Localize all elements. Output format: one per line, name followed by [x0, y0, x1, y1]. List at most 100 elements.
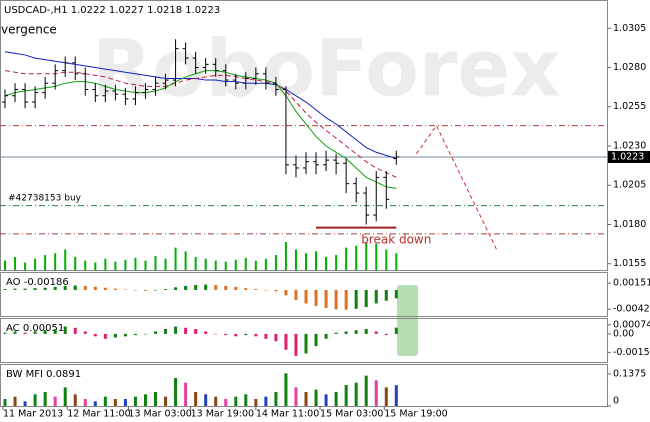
histogram-bar	[3, 332, 7, 334]
histogram-bar	[284, 373, 288, 406]
x-tick-label: 13 Mar 19:00	[191, 409, 254, 420]
histogram-bar	[154, 289, 158, 291]
histogram-bar	[63, 326, 67, 334]
histogram-bar	[294, 387, 298, 406]
histogram-bar	[204, 394, 208, 406]
histogram-bar	[13, 396, 17, 406]
histogram-bar	[33, 331, 37, 334]
histogram-bar	[324, 333, 328, 339]
histogram-bar	[274, 333, 278, 342]
histogram-bar	[374, 289, 378, 304]
histogram-bar	[314, 289, 318, 307]
histogram-bar	[174, 326, 178, 334]
histogram-bar	[304, 392, 308, 406]
y-tick-label: 1.0205	[613, 180, 646, 191]
histogram-bar	[23, 401, 27, 406]
histogram-bar	[274, 392, 278, 406]
histogram-bar	[103, 287, 107, 290]
histogram-bar	[63, 285, 67, 290]
histogram-bar	[194, 285, 198, 290]
y-tick-label: 0.1375	[613, 368, 646, 379]
histogram-bar	[394, 289, 398, 299]
panel-title: AO -0.00186	[6, 277, 69, 288]
histogram-bar	[93, 286, 97, 290]
histogram-bar	[394, 385, 398, 406]
histogram-bar	[234, 396, 238, 406]
x-tick-label: 15 Mar 19:00	[384, 409, 447, 420]
forecast-line	[415, 124, 498, 250]
y-tick-label: 1.0280	[613, 62, 646, 73]
indicator-line	[4, 70, 397, 189]
histogram-bar	[83, 331, 87, 334]
histogram-bar	[214, 285, 218, 290]
histogram-bar	[113, 288, 117, 290]
histogram-bar	[384, 333, 388, 336]
histogram-bar	[214, 396, 218, 406]
histogram-bar	[284, 289, 288, 296]
histogram-bar	[184, 285, 188, 290]
histogram-bar	[133, 333, 137, 336]
panel-title: USDCAD-,H1 1.0222 1.0227 1.0218 1.0223	[4, 5, 220, 16]
histogram-bar	[13, 331, 17, 334]
histogram-bar	[164, 289, 168, 290]
histogram-bar	[294, 289, 298, 300]
histogram-bar	[354, 289, 358, 309]
annotation: #42738153 buy	[8, 193, 82, 203]
histogram-bar	[184, 382, 188, 406]
y-tick-label: 0.00151	[613, 278, 650, 289]
histogram-bar	[113, 399, 117, 406]
histogram-bar	[164, 329, 168, 334]
histogram-bar	[334, 289, 338, 310]
histogram-bar	[314, 389, 318, 406]
histogram-bar	[304, 289, 308, 304]
x-tick-label: 14 Mar 11:00	[256, 409, 319, 420]
y-tick-label: 0.000743	[613, 319, 650, 330]
histogram-bar	[53, 286, 57, 290]
histogram-bar	[364, 289, 368, 308]
histogram-bar	[234, 333, 238, 337]
histogram-bar	[224, 285, 228, 290]
histogram-bar	[93, 401, 97, 406]
histogram-bar	[184, 327, 188, 334]
histogram-bar	[53, 329, 57, 334]
histogram-bar	[244, 288, 248, 290]
panel-frame	[0, 0, 608, 271]
histogram-bar	[294, 333, 298, 356]
histogram-bar	[43, 392, 47, 406]
histogram-bar	[3, 399, 7, 406]
annotation: vergence	[1, 22, 57, 36]
y-tick-label: 1.0305	[613, 23, 646, 34]
histogram-bar	[254, 289, 258, 290]
histogram-bar	[254, 399, 258, 406]
histogram-bar	[324, 394, 328, 406]
histogram-bar	[394, 327, 398, 334]
histogram-bar	[334, 332, 338, 334]
histogram-bar	[83, 399, 87, 406]
histogram-bar	[314, 333, 318, 347]
indicator-line	[4, 51, 397, 160]
histogram-bar	[13, 288, 17, 290]
histogram-bar	[374, 331, 378, 334]
histogram-bar	[83, 285, 87, 290]
histogram-bar	[73, 285, 77, 290]
histogram-bar	[174, 287, 178, 290]
histogram-bar	[73, 394, 77, 406]
y-tick-label: 1.0180	[613, 219, 646, 230]
histogram-bar	[244, 333, 248, 336]
histogram-bar	[23, 332, 27, 334]
histogram-bar	[143, 289, 147, 291]
histogram-bar	[43, 287, 47, 290]
histogram-bar	[154, 392, 158, 406]
histogram-bar	[334, 392, 338, 406]
panel-frame	[0, 272, 608, 317]
panel-title: AC 0.00051	[6, 323, 64, 334]
histogram-bar	[154, 331, 158, 334]
panel-frame	[0, 364, 608, 407]
histogram-bar	[264, 289, 268, 291]
histogram-bar	[123, 399, 127, 406]
histogram-bar	[234, 286, 238, 290]
histogram-bar	[63, 387, 67, 406]
y-tick-label: 0.00	[613, 328, 634, 339]
